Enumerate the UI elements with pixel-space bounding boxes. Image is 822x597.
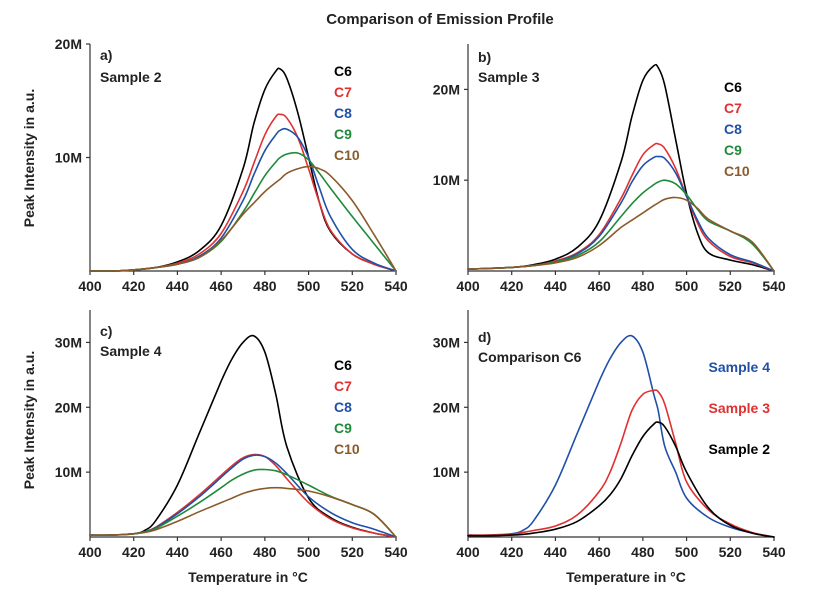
legend-entry-c6: C6 bbox=[724, 79, 742, 95]
x-tick-label: 400 bbox=[78, 544, 102, 560]
x-tick-label: 400 bbox=[456, 278, 480, 294]
x-tick-label: 400 bbox=[78, 278, 102, 294]
x-tick-label: 420 bbox=[500, 544, 524, 560]
legend-entry-c7: C7 bbox=[334, 378, 352, 394]
legend-entry-c7: C7 bbox=[334, 84, 352, 100]
x-tick-label: 460 bbox=[209, 544, 233, 560]
series-line-sample-2 bbox=[467, 421, 775, 538]
panel-1: 400 420 440 460 480 500 520 540 10M 20M a) Sample 2… bbox=[21, 36, 408, 294]
panel-subtitle: Sample 3 bbox=[478, 69, 540, 85]
x-tick-label: 540 bbox=[384, 278, 408, 294]
x-tick-label: 420 bbox=[122, 544, 146, 560]
panel-tag: d) bbox=[478, 329, 491, 345]
legend-entry-c9: C9 bbox=[334, 126, 352, 142]
series-line-c10 bbox=[89, 165, 397, 272]
x-tick-label: 500 bbox=[297, 278, 321, 294]
x-tick-label: 520 bbox=[719, 544, 743, 560]
panel-tag: a) bbox=[100, 47, 112, 63]
x-tick-label: 520 bbox=[719, 278, 743, 294]
series-line-c9 bbox=[467, 179, 775, 272]
legend-entry-c10: C10 bbox=[334, 441, 360, 457]
x-tick-label: 460 bbox=[587, 278, 611, 294]
x-tick-label: 520 bbox=[341, 278, 365, 294]
legend-entry-sample-2: Sample 2 bbox=[709, 441, 771, 457]
legend-entry-c6: C6 bbox=[334, 63, 352, 79]
legend-entry-c6: C6 bbox=[334, 357, 352, 373]
panel-3: 400 420 440 460 480 500 520 540 10M 20M 30M c) Sampl… bbox=[21, 310, 408, 585]
x-tick-label: 420 bbox=[122, 278, 146, 294]
series-line-c8 bbox=[89, 454, 397, 538]
series-line-c10 bbox=[467, 196, 775, 272]
series-line-c6 bbox=[467, 63, 775, 272]
figure-title: Comparison of Emission Profile bbox=[326, 11, 554, 28]
x-tick-label: 460 bbox=[587, 544, 611, 560]
x-tick-label: 520 bbox=[341, 544, 365, 560]
legend-entry-sample-4: Sample 4 bbox=[709, 359, 771, 375]
series-line-c7 bbox=[89, 453, 397, 538]
series-line-sample-4 bbox=[467, 334, 775, 538]
series-line-c10 bbox=[89, 486, 397, 538]
x-tick-label: 440 bbox=[166, 544, 190, 560]
y-axis-label: Peak Intensity in a.u. bbox=[21, 89, 37, 228]
x-axis-label: Temperature in °C bbox=[188, 569, 308, 585]
panel-tag: c) bbox=[100, 323, 112, 339]
panel-subtitle: Sample 4 bbox=[100, 343, 162, 359]
x-tick-label: 400 bbox=[456, 544, 480, 560]
y-tick-label: 20M bbox=[433, 81, 460, 97]
x-tick-label: 420 bbox=[500, 278, 524, 294]
legend-entry-c10: C10 bbox=[724, 163, 750, 179]
panel-tag: b) bbox=[478, 49, 491, 65]
series-line-sample-3 bbox=[467, 389, 775, 538]
x-tick-label: 540 bbox=[762, 544, 786, 560]
legend-entry-c9: C9 bbox=[334, 420, 352, 436]
x-tick-label: 480 bbox=[253, 278, 277, 294]
series-line-c6 bbox=[89, 334, 397, 538]
y-tick-label: 10M bbox=[433, 172, 460, 188]
x-tick-label: 480 bbox=[631, 544, 655, 560]
x-axis-label: Temperature in °C bbox=[566, 569, 686, 585]
x-tick-label: 540 bbox=[384, 544, 408, 560]
y-tick-label: 10M bbox=[433, 464, 460, 480]
legend-entry-c10: C10 bbox=[334, 147, 360, 163]
y-tick-label: 10M bbox=[55, 464, 82, 480]
legend-entry-sample-3: Sample 3 bbox=[709, 400, 771, 416]
x-tick-label: 480 bbox=[631, 278, 655, 294]
y-tick-label: 20M bbox=[433, 399, 460, 415]
x-tick-label: 480 bbox=[253, 544, 277, 560]
x-tick-label: 500 bbox=[675, 278, 699, 294]
panel-subtitle: Sample 2 bbox=[100, 69, 162, 85]
legend-entry-c9: C9 bbox=[724, 142, 742, 158]
legend-entry-c8: C8 bbox=[334, 105, 352, 121]
panel-subtitle: Comparison C6 bbox=[478, 349, 582, 365]
chart-panels: 400 420 440 460 480 500 520 540 10M 20M a) Sample 2… bbox=[21, 36, 786, 585]
y-tick-label: 30M bbox=[55, 334, 82, 350]
panel-4: 400 420 440 460 480 500 520 540 10M 20M 30M d) Compa… bbox=[433, 310, 786, 585]
x-tick-label: 540 bbox=[762, 278, 786, 294]
x-tick-label: 440 bbox=[166, 278, 190, 294]
y-tick-label: 30M bbox=[433, 334, 460, 350]
legend-entry-c7: C7 bbox=[724, 100, 742, 116]
x-tick-label: 440 bbox=[544, 278, 568, 294]
y-tick-label: 10M bbox=[55, 150, 82, 166]
legend-entry-c8: C8 bbox=[724, 121, 742, 137]
y-axis-label: Peak Intensity in a.u. bbox=[21, 351, 37, 490]
panel-2: 400 420 440 460 480 500 520 540 10M 20M b) Sample 3… bbox=[433, 44, 786, 294]
x-tick-label: 500 bbox=[297, 544, 321, 560]
x-tick-label: 460 bbox=[209, 278, 233, 294]
y-tick-label: 20M bbox=[55, 36, 82, 52]
x-tick-label: 500 bbox=[675, 544, 699, 560]
x-tick-label: 440 bbox=[544, 544, 568, 560]
legend-entry-c8: C8 bbox=[334, 399, 352, 415]
y-tick-label: 20M bbox=[55, 399, 82, 415]
